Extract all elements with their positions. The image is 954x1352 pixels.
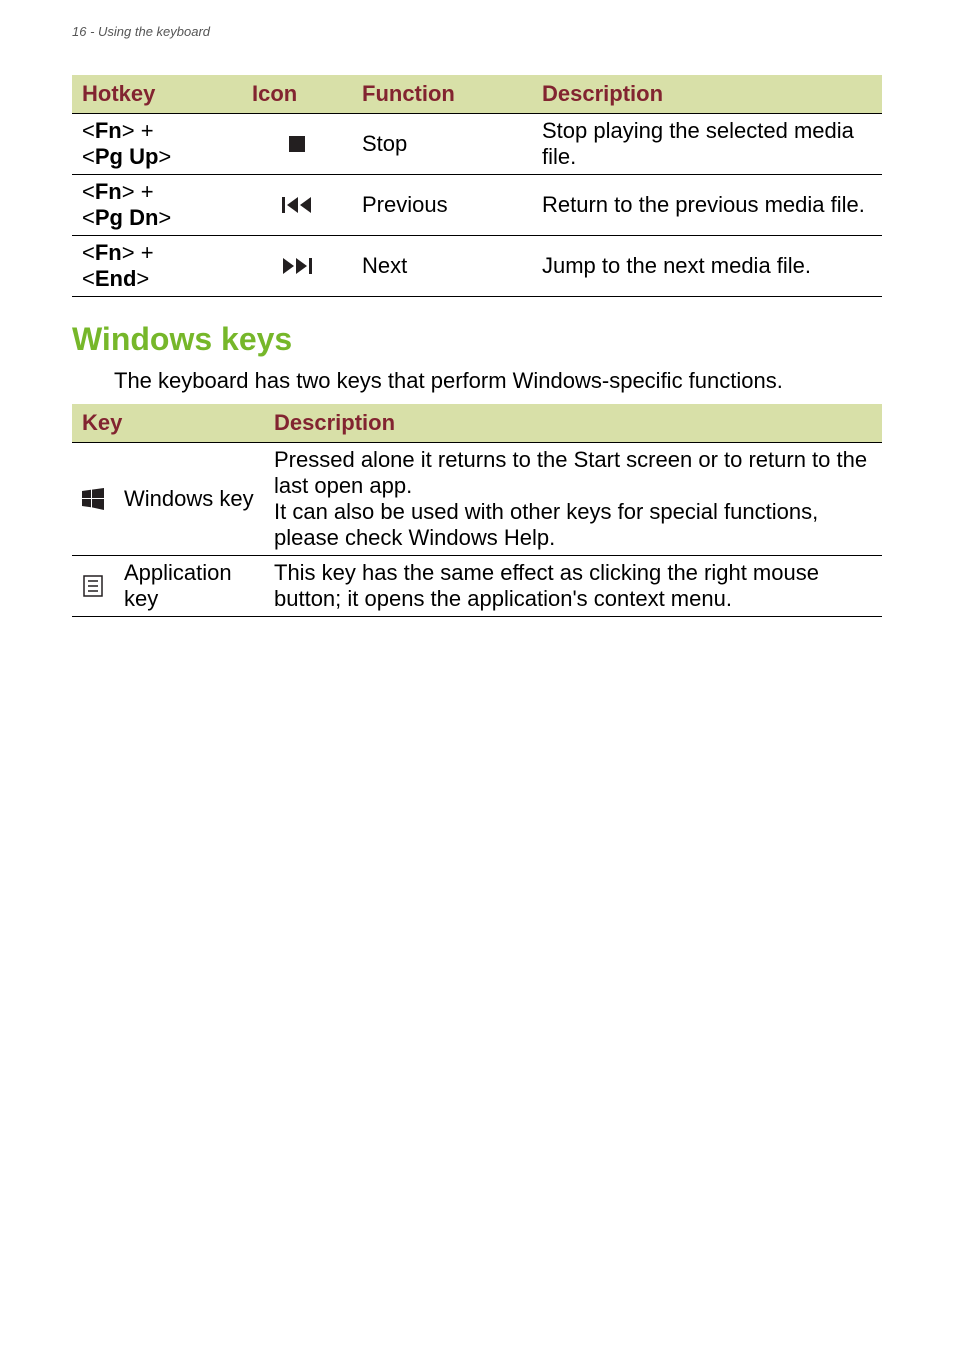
hotkey-cell: <Fn> + <Pg Dn> bbox=[72, 175, 242, 236]
page-header-text: 16 - Using the keyboard bbox=[72, 24, 882, 39]
stop-icon bbox=[288, 135, 306, 153]
description-header: Description bbox=[264, 404, 882, 443]
stop-icon-cell bbox=[242, 114, 352, 175]
hotkey-table: Hotkey Icon Function Description <Fn> + … bbox=[72, 75, 882, 297]
description-cell: Return to the previous media file. bbox=[532, 175, 882, 236]
function-cell: Next bbox=[352, 236, 532, 297]
hotkey-row: <Fn> + <End> Next Jump to the next media… bbox=[72, 236, 882, 297]
description-cell: Jump to the next media file. bbox=[532, 236, 882, 297]
hotkey-fn: Fn bbox=[95, 179, 122, 204]
hotkey-header: Hotkey bbox=[72, 75, 242, 114]
keys-row: Application key This key has the same ef… bbox=[72, 556, 882, 617]
hotkey-row: <Fn> + <Pg Up> Stop Stop playing the sel… bbox=[72, 114, 882, 175]
previous-icon bbox=[282, 196, 312, 214]
key-description: Pressed alone it returns to the Start sc… bbox=[264, 443, 882, 556]
section-title: Windows keys bbox=[72, 321, 882, 358]
application-icon-cell bbox=[72, 556, 114, 617]
key-label: Windows key bbox=[114, 443, 264, 556]
function-cell: Previous bbox=[352, 175, 532, 236]
keys-row: Windows key Pressed alone it returns to … bbox=[72, 443, 882, 556]
hotkey-row: <Fn> + <Pg Dn> Previous Return to the pr… bbox=[72, 175, 882, 236]
hotkey-pgdn: Pg Dn bbox=[95, 205, 159, 230]
description-cell: Stop playing the selected media file. bbox=[532, 114, 882, 175]
windows-icon bbox=[82, 488, 104, 510]
intro-text: The keyboard has two keys that perform W… bbox=[114, 368, 882, 394]
previous-icon-cell bbox=[242, 175, 352, 236]
next-icon-cell bbox=[242, 236, 352, 297]
function-cell: Stop bbox=[352, 114, 532, 175]
next-icon bbox=[282, 257, 312, 275]
hotkey-cell: <Fn> + <Pg Up> bbox=[72, 114, 242, 175]
hotkey-cell: <Fn> + <End> bbox=[72, 236, 242, 297]
icon-header: Icon bbox=[242, 75, 352, 114]
application-icon bbox=[83, 575, 103, 597]
function-header: Function bbox=[352, 75, 532, 114]
key-label: Application key bbox=[114, 556, 264, 617]
description-header: Description bbox=[532, 75, 882, 114]
windows-icon-cell bbox=[72, 443, 114, 556]
hotkey-fn: Fn bbox=[95, 240, 122, 265]
hotkey-pgup: Pg Up bbox=[95, 144, 159, 169]
hotkey-fn: Fn bbox=[95, 118, 122, 143]
hotkey-end: End bbox=[95, 266, 137, 291]
keys-table: Key Description Windows key Pressed alon… bbox=[72, 404, 882, 617]
key-header: Key bbox=[72, 404, 264, 443]
key-description: This key has the same effect as clicking… bbox=[264, 556, 882, 617]
